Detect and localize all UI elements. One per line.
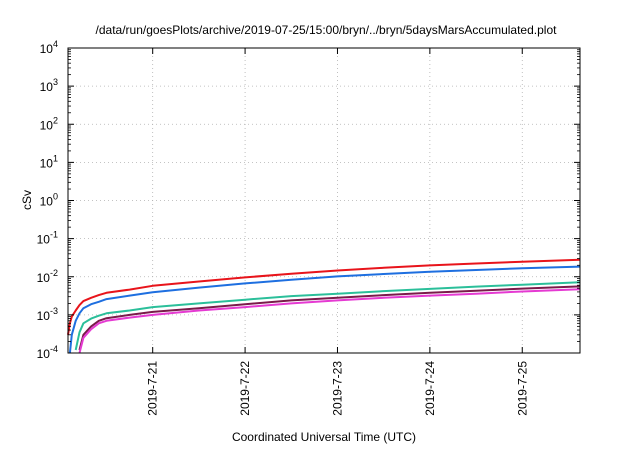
y-tick-label: 100 (40, 192, 58, 209)
y-axis-label: cSv (20, 190, 34, 210)
series-line-5 (78, 288, 581, 354)
x-tick-label: 2019-7-22 (238, 361, 252, 416)
series-line-4 (78, 285, 581, 351)
y-tick-label: 103 (40, 77, 58, 94)
y-tick-label: 10-1 (37, 230, 58, 247)
x-axis-label: Coordinated Universal Time (UTC) (232, 430, 416, 444)
y-tick-label: 10-3 (37, 306, 58, 323)
y-tick-label: 104 (40, 39, 58, 56)
y-tick-label: 10-2 (37, 268, 58, 285)
series-line-3 (74, 281, 581, 351)
x-tick-label: 2019-7-21 (146, 361, 160, 416)
x-tick-label: 2019-7-25 (515, 361, 529, 416)
series-line-1 (67, 258, 581, 335)
series-layer (67, 258, 581, 354)
y-tick-label: 101 (40, 153, 58, 170)
x-tick-label: 2019-7-23 (330, 361, 344, 416)
y-tick-label: 10-4 (37, 344, 58, 361)
series-line-2 (68, 265, 581, 354)
grid-layer (68, 48, 580, 353)
chart-title: /data/run/goesPlots/archive/2019-07-25/1… (96, 23, 558, 37)
y-tick-label: 102 (40, 115, 58, 132)
x-tick-label: 2019-7-24 (423, 361, 437, 416)
tick-layer: 10-4 10-3 10-2 10-1 100 101 102 103 104 2019-7-21… (37, 39, 580, 416)
